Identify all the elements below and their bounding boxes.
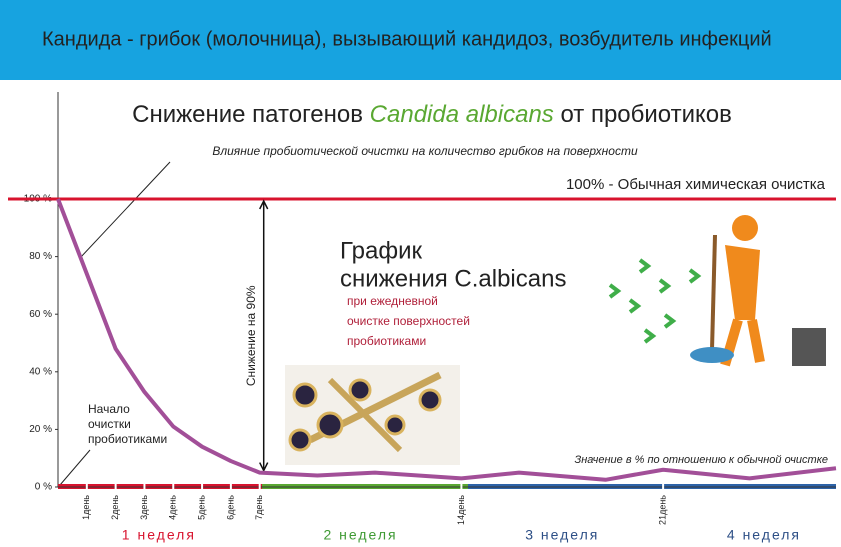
spore [288, 428, 312, 452]
body [725, 245, 760, 320]
chart-subtitle: Влияние пробиотической очистки на количе… [212, 144, 638, 158]
spore [384, 414, 406, 436]
mop-head [690, 347, 734, 363]
x-tick-label: 4день [168, 495, 178, 520]
header-band [0, 0, 841, 80]
title-part: от пробиотиков [554, 101, 732, 128]
title-part: Снижение патогенов [132, 101, 370, 128]
mop [710, 234, 717, 351]
week-label: 4 неделя [727, 527, 801, 543]
x-tick-label: 5день [196, 495, 206, 520]
annotation: Начало [88, 402, 130, 416]
x-tick-label: 14день [456, 495, 466, 525]
hypha [327, 377, 403, 453]
x-tick-label: 3день [139, 495, 149, 520]
x-tick-label: 7день [254, 495, 264, 520]
y-tick-label: 80 % [29, 251, 52, 262]
pointer [59, 449, 91, 486]
drop-arrow [259, 199, 269, 473]
annotation: пробиотиками [347, 334, 426, 348]
annotation: очистки [88, 417, 131, 431]
cleaner-illustration [608, 215, 826, 367]
week-label: 1 неделя [122, 527, 196, 543]
head [732, 215, 758, 241]
spore [418, 388, 442, 412]
data-line [56, 198, 837, 482]
spore [316, 411, 344, 439]
x-tick-label: 1день [81, 495, 91, 520]
title-part: Candida albicans [370, 101, 554, 128]
annotation: очистке поверхностей [347, 314, 470, 328]
y-tick-label: 20 % [29, 424, 52, 435]
y-tick-label: 60 % [29, 309, 52, 320]
x-tick-label: 21день [657, 495, 667, 525]
annotation: снижения C.albicans [340, 265, 566, 292]
spore [348, 378, 372, 402]
pointer [79, 161, 171, 259]
annotation: при ежедневной [347, 294, 438, 308]
annotation: Значение в % по отношению к обычной очис… [575, 454, 829, 466]
spore [292, 382, 318, 408]
annotation: пробиотиками [88, 432, 167, 446]
chart-title: Снижение патогенов Candida albicans от п… [132, 101, 732, 128]
bucket [792, 328, 826, 366]
reference-label: 100% - Обычная химическая очистка [566, 176, 826, 193]
fungi-illustration [285, 365, 460, 465]
y-tick-label: 0 % [35, 482, 52, 493]
annotation: График [340, 237, 422, 264]
x-tick-label: 6день [225, 495, 235, 520]
header-title: Кандида - грибок (молочница), вызывающий… [42, 28, 772, 50]
x-tick-label: 2день [110, 495, 120, 520]
week-label: 3 неделя [525, 527, 599, 543]
week-label: 2 неделя [323, 527, 397, 543]
annotation: Снижение на 90% [244, 285, 258, 386]
germs [608, 258, 702, 344]
y-tick-label: 40 % [29, 366, 52, 377]
